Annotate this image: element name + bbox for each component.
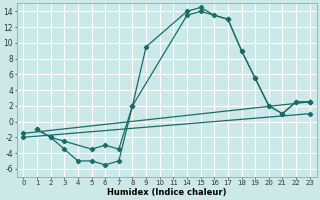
X-axis label: Humidex (Indice chaleur): Humidex (Indice chaleur): [107, 188, 226, 197]
